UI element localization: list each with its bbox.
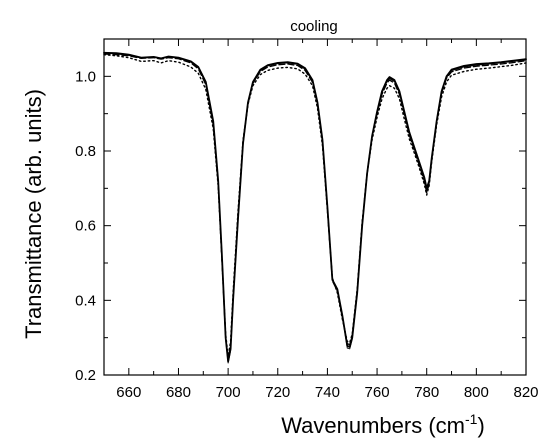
series-group — [103, 51, 527, 364]
x-tick-label: 660 — [116, 384, 141, 401]
x-axis-title-main: Wavenumbers (cm — [281, 413, 465, 438]
series-line-1 — [103, 51, 527, 363]
plot-frame-rect — [103, 38, 527, 376]
series-line-4 — [103, 52, 527, 364]
y-tick-label: 1.0 — [75, 68, 96, 85]
y-tick-label: 0.6 — [75, 218, 96, 235]
x-axis-title-superscript: -1 — [465, 411, 478, 427]
chart-title: cooling — [290, 18, 338, 35]
x-tick-label: 820 — [513, 384, 538, 401]
x-axis-ticks: 660 680 700 720 740 760 780 800 820 — [103, 39, 539, 401]
y-tick-label: 0.4 — [75, 292, 96, 309]
y-axis-ticks: 0.2 0.4 0.6 0.8 1.0 — [75, 38, 526, 384]
x-tick-label: 700 — [216, 384, 241, 401]
series-line-3 — [103, 53, 527, 358]
y-tick-label: 0.2 — [75, 367, 96, 384]
y-axis-title: Transmittance (arb. units) — [21, 89, 46, 339]
x-tick-label: 720 — [265, 384, 290, 401]
x-tick-label: 760 — [365, 384, 390, 401]
plot-frame — [103, 38, 527, 376]
x-tick-label: 780 — [414, 384, 439, 401]
x-axis-title: Wavenumbers (cm-1) — [281, 411, 485, 438]
x-tick-label: 680 — [166, 384, 191, 401]
series-line-2 — [103, 53, 527, 360]
y-tick-label: 0.8 — [75, 143, 96, 160]
x-axis-title-end: ) — [477, 413, 484, 438]
x-tick-label: 740 — [315, 384, 340, 401]
x-tick-label: 800 — [464, 384, 489, 401]
